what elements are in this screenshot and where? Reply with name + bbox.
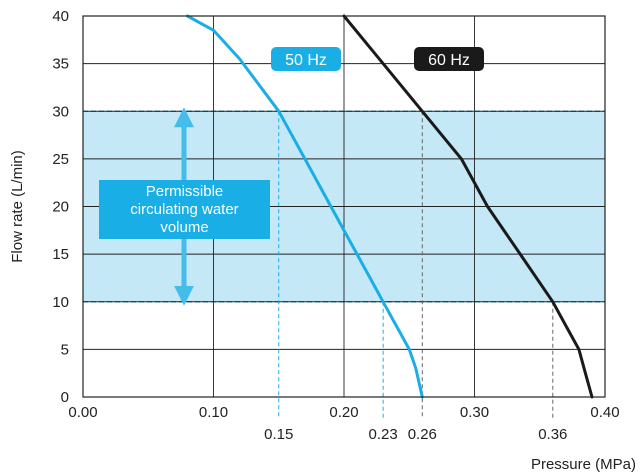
plot-frame — [82, 15, 606, 398]
y-tick-label: 25 — [52, 151, 69, 168]
y-tick-label: 5 — [61, 341, 69, 358]
series-line — [185, 14, 424, 399]
x-tick-label: 0.20 — [329, 404, 358, 421]
series-badge — [271, 47, 341, 71]
series-badge — [414, 47, 484, 71]
plot-border — [82, 15, 606, 398]
grid — [83, 16, 605, 397]
series-line — [342, 14, 594, 399]
y-tick-label: 35 — [52, 56, 69, 73]
x-tick-label: 0.40 — [590, 404, 619, 421]
y-tick-label: 10 — [52, 294, 69, 311]
x-axis-title: Pressure (MPa) — [531, 456, 636, 473]
x-tick-label: 0.00 — [68, 404, 97, 421]
legend-label: 50 Hz — [285, 52, 327, 69]
reference-value-label: 0.26 — [408, 426, 437, 443]
y-tick-label: 15 — [52, 246, 69, 263]
y-tick-label: 20 — [52, 199, 69, 216]
legend-label: 60 Hz — [428, 52, 470, 69]
series-lines — [185, 14, 594, 399]
band-label-line: circulating water — [130, 201, 238, 218]
reference-value-label: 0.23 — [369, 426, 398, 443]
y-axis-title: Flow rate (L/min) — [9, 150, 26, 263]
y-tick-label: 0 — [61, 389, 69, 406]
x-tick-label: 0.10 — [199, 404, 228, 421]
reference-value-label: 0.15 — [264, 426, 293, 443]
x-tick-label: 0.30 — [460, 404, 489, 421]
y-tick-label: 40 — [52, 8, 69, 25]
band-label-line: volume — [160, 219, 208, 236]
y-tick-label: 30 — [52, 103, 69, 120]
band-label-box — [99, 180, 270, 239]
axes: 0.00 0.10 0.20 0.30 0.40 0 5 10 15 20 25 30 35 40 0.15… — [9, 8, 636, 473]
reference-lines — [278, 111, 554, 419]
band-label-line: Permissible — [146, 183, 224, 200]
reference-value-label: 0.36 — [538, 426, 567, 443]
